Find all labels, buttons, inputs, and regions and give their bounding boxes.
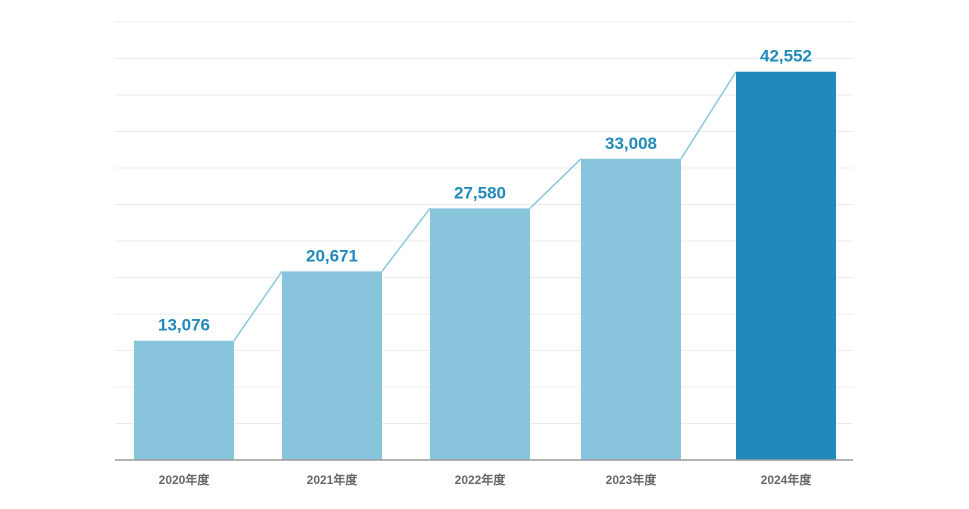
connector-line	[680, 71, 737, 160]
connector-line	[529, 158, 582, 209]
bar-2023年度	[581, 158, 681, 460]
x-axis-ticks: 2020年度 2021年度 2022年度 2023年度 2024年度	[159, 472, 813, 487]
x-tick-label: 2024年度	[761, 472, 813, 487]
bar-2020年度	[134, 340, 234, 460]
x-tick-label: 2021年度	[307, 472, 359, 487]
connector-line	[381, 207, 431, 272]
value-label: 33,008	[605, 134, 657, 153]
value-labels: 13,076 20,671 27,580 33,008 42,552	[158, 47, 812, 335]
bars	[134, 71, 836, 460]
x-tick-label: 2020年度	[159, 472, 211, 487]
bar-2024年度	[736, 71, 836, 460]
value-label: 20,671	[306, 246, 358, 265]
value-label: 42,552	[760, 47, 812, 66]
connector-line	[233, 270, 283, 342]
connector-lines	[233, 71, 737, 342]
x-tick-label: 2022年度	[455, 472, 507, 487]
value-label: 13,076	[158, 316, 210, 335]
bar-2021年度	[282, 271, 382, 460]
x-tick-label: 2023年度	[606, 472, 658, 487]
value-label: 27,580	[454, 183, 506, 202]
bar-2022年度	[430, 208, 530, 460]
